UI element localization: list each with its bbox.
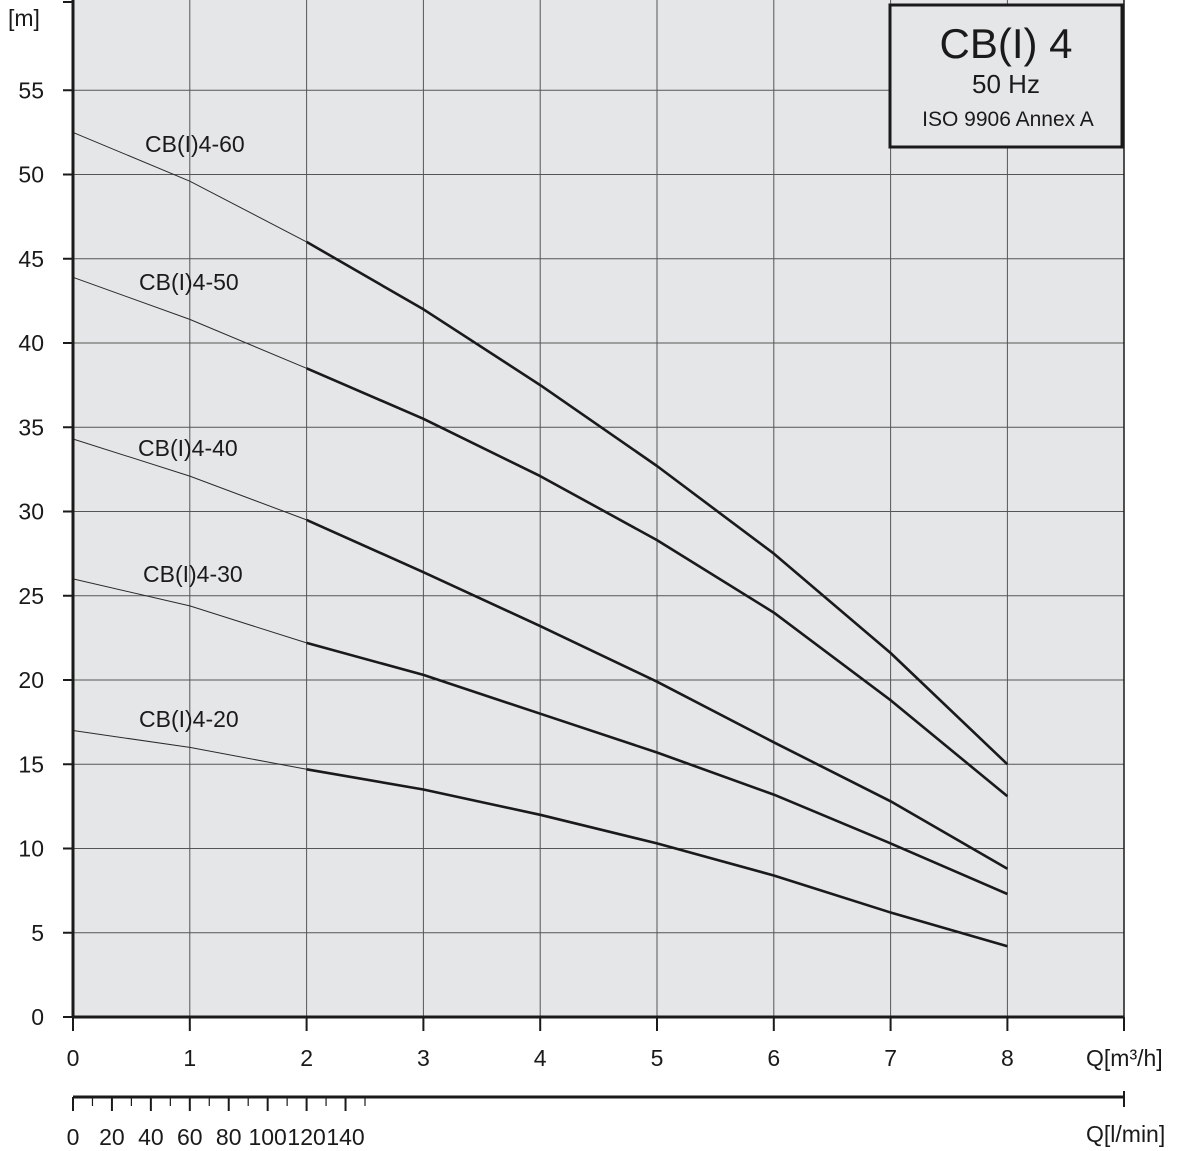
title-box: CB(I) 4 50 Hz ISO 9906 Annex A <box>888 3 1124 149</box>
y-tick-label-5: 5 <box>31 920 44 946</box>
x2-tick-label-80: 80 <box>216 1124 242 1150</box>
x-tick-label-0: 0 <box>67 1045 80 1071</box>
y-tick-label-30: 30 <box>18 499 44 525</box>
labels: CB(I)4-60 CB(I)4-50 CB(I)4-40 CB(I)4-30 CB(I… <box>138 131 245 732</box>
x-tick-label-3: 3 <box>417 1045 430 1071</box>
curve-label-4: CB(I)4-20 <box>139 706 239 732</box>
x-tick-label-6: 6 <box>767 1045 780 1071</box>
x2-tick-label-60: 60 <box>177 1124 203 1150</box>
y-axis-label: [m] <box>8 5 40 31</box>
curve-label-2: CB(I)4-40 <box>138 435 238 461</box>
x-axis-label: Q[m³/h] <box>1086 1045 1163 1071</box>
x2-tick-label-100: 100 <box>248 1124 286 1150</box>
x-tick-label-2: 2 <box>300 1045 313 1071</box>
x-tick-label-1: 1 <box>183 1045 196 1071</box>
y-tick-label-20: 20 <box>18 667 44 693</box>
x2-tick-label-140: 140 <box>326 1124 364 1150</box>
curve-thin-1 <box>72 276 307 369</box>
x2-axis-label: Q[l/min] <box>1086 1121 1165 1147</box>
y-tick-label-25: 25 <box>18 583 44 609</box>
x2-tick-label-40: 40 <box>138 1124 164 1150</box>
curve-thick-0 <box>305 240 1009 766</box>
curve-label-1: CB(I)4-50 <box>139 269 239 295</box>
title-box-frame <box>888 3 1124 149</box>
y-tick-label-50: 50 <box>18 162 44 188</box>
curve-thin-3 <box>72 578 307 644</box>
curve-thick-2 <box>306 518 1009 870</box>
chart-standard: ISO 9906 Annex A <box>922 108 1094 131</box>
y-tick-label-15: 15 <box>18 751 44 777</box>
y-tick-label-40: 40 <box>18 330 44 356</box>
x2-tick-label-0: 0 <box>67 1124 80 1150</box>
y-tick-label-45: 45 <box>18 246 44 272</box>
x-tick-label-7: 7 <box>884 1045 897 1071</box>
curve-thin-0 <box>72 131 307 243</box>
curve-thick-1 <box>306 367 1009 798</box>
curve-thin-4 <box>72 730 307 770</box>
curve-label-3: CB(I)4-30 <box>143 561 243 587</box>
y-tick-label-55: 55 <box>18 77 44 103</box>
curve-label-0: CB(I)4-60 <box>145 131 245 157</box>
curves <box>72 131 1009 948</box>
chart-title: CB(I) 4 <box>939 20 1072 67</box>
y-tick-label-10: 10 <box>18 836 44 862</box>
y-tick-label-0: 0 <box>31 1004 44 1030</box>
curve-thick-4 <box>306 768 1008 948</box>
chart-subtitle: 50 Hz <box>972 69 1040 99</box>
x-tick-label-8: 8 <box>1001 1045 1014 1071</box>
curve-thick-3 <box>306 641 1008 896</box>
x2-tick-label-120: 120 <box>287 1124 325 1150</box>
x-tick-label-5: 5 <box>651 1045 664 1071</box>
x-tick-label-4: 4 <box>534 1045 547 1071</box>
x2-tick-label-20: 20 <box>99 1124 125 1150</box>
curve-thin-2 <box>72 438 307 521</box>
y-tick-label-35: 35 <box>18 414 44 440</box>
